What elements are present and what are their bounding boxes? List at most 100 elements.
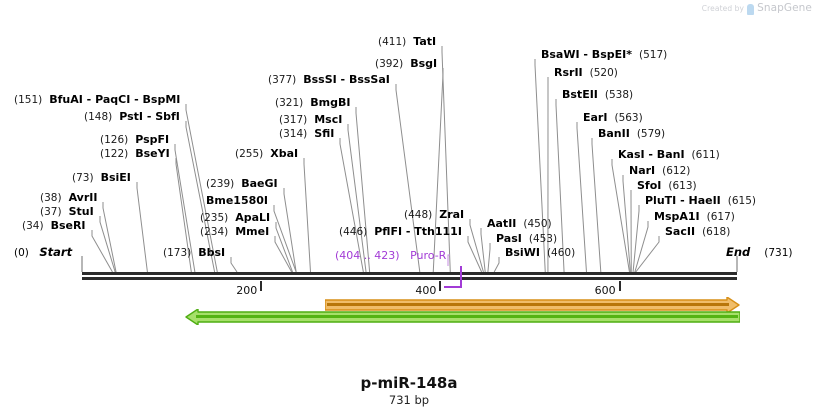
enzyme-site-label-pasi: PasI (453)	[496, 232, 557, 246]
enzyme-name-text: BaeGI	[241, 177, 278, 190]
enzyme-position-text: (563)	[614, 112, 643, 124]
enzyme-position-text: (151)	[14, 94, 43, 106]
terminal-end-label: End	[726, 245, 751, 259]
enzyme-name-text: BsgI	[410, 57, 438, 70]
enzyme-position-text: (37)	[40, 206, 62, 218]
enzyme-name-text: ApaLI	[235, 211, 271, 224]
enzyme-name-text: PluTI - HaeII	[645, 194, 721, 207]
enzyme-position-text: (613)	[668, 180, 697, 192]
snapgene-watermark: Created by SnapGene	[701, 2, 812, 15]
leader-line	[634, 221, 649, 273]
enzyme-position-text: (460)	[546, 247, 576, 259]
enzyme-position-text: (255)	[235, 148, 264, 160]
leader-line	[432, 68, 444, 273]
plasmid-backbone-line-top	[82, 272, 737, 275]
enzyme-site-label-avrii: (38) AvrII	[40, 192, 97, 205]
enzyme-site-label-tati: (411) TatI	[378, 35, 437, 49]
plasmid-length-label: 731 bp	[388, 393, 430, 407]
enzyme-site-label-bsiwi: BsiWI (460)	[505, 246, 576, 260]
leader-line	[591, 138, 602, 273]
leader-line	[441, 46, 451, 273]
enzyme-name-text: BbsI	[198, 246, 226, 259]
watermark-brand-text: SnapGene	[757, 2, 812, 14]
enzyme-name-text: PstI - SbfI	[119, 110, 180, 123]
enzyme-name-text: XbaI	[270, 147, 299, 160]
ruler-tick-label-400: 400	[415, 284, 437, 297]
enzyme-name-text: BsiEI	[100, 171, 131, 184]
leader-line	[99, 216, 116, 273]
enzyme-name-text: BsaWI - BspEI*	[541, 48, 632, 61]
enzyme-site-label-bseri: (34) BseRI	[22, 219, 86, 233]
feature-marker-puro-r	[444, 266, 462, 288]
leader-line	[283, 188, 297, 273]
leader-line	[395, 84, 421, 273]
enzyme-name-text: SfiI	[314, 127, 335, 140]
leader-line	[303, 158, 311, 273]
enzyme-site-label-psti: (148) PstI - SbfI	[84, 110, 180, 124]
enzyme-name-text: BsiWI	[505, 246, 540, 259]
green-feature-arrow	[185, 309, 740, 325]
enzyme-position-text: (392)	[375, 58, 404, 70]
orange-feature-arrow	[325, 297, 740, 313]
ruler-tick-600	[618, 281, 621, 291]
enzyme-site-label-msci: (317) MscI	[279, 113, 343, 127]
leader-line	[91, 230, 113, 273]
watermark-created-by-text: Created by	[701, 3, 745, 13]
leader-line	[102, 202, 117, 273]
enzyme-name-text: PasI	[496, 232, 522, 245]
enzyme-site-label-bbsi: (173) BbsI	[163, 246, 226, 260]
enzyme-site-label-pluti: PluTI - HaeII (615)	[645, 194, 756, 208]
enzyme-name-text: SfoI	[637, 179, 662, 192]
enzyme-name-text: StuI	[68, 205, 94, 218]
leader-line	[632, 205, 640, 273]
enzyme-site-label-banii: BanII (579)	[598, 127, 666, 141]
enzyme-name-text: Bme1580I	[206, 194, 269, 207]
enzyme-name-text: BanII	[598, 127, 630, 140]
plasmid-title: p-miR-148a	[360, 374, 458, 392]
enzyme-site-label-sacii: SacII (618)	[665, 225, 730, 239]
enzyme-site-label-zrai: (448) ZraI	[404, 209, 464, 222]
leader-line	[355, 107, 371, 273]
leader-line	[611, 159, 630, 273]
terminal-start-pos: (0)	[14, 247, 29, 259]
enzyme-site-label-baegi: (239) BaeGI	[206, 177, 278, 191]
enzyme-name-text: NarI	[629, 164, 656, 177]
leader-line	[467, 236, 483, 273]
enzyme-name-text: PflFI - Tth111I	[374, 225, 462, 238]
enzyme-position-text: (579)	[636, 128, 666, 140]
leader-line	[136, 182, 148, 273]
enzyme-site-label-stui: (37) StuI	[40, 205, 94, 219]
snapgene-logo-icon	[747, 3, 755, 15]
enzyme-name-text: TatI	[413, 35, 437, 48]
enzyme-site-label-kasi: KasI - BanI (611)	[618, 149, 720, 162]
leader-line	[274, 236, 293, 273]
leader-line	[635, 236, 660, 273]
enzyme-position-text: (377)	[268, 74, 297, 86]
enzyme-name-text: BssSI - BssSaI	[303, 73, 390, 86]
ruler-tick-label-600: 600	[594, 284, 616, 297]
enzyme-position-text: (411)	[378, 36, 407, 48]
feature-range-text: (404 .. 423)	[335, 249, 400, 262]
enzyme-name-text: BmgBI	[310, 96, 351, 109]
enzyme-name-text: SacII	[665, 225, 696, 238]
enzyme-position-text: (611)	[691, 149, 720, 161]
feature-leader-line	[447, 254, 450, 266]
enzyme-site-label-sfii: (314) SfiI	[279, 127, 335, 141]
terminal-start: (0) Start	[14, 245, 72, 259]
feature-label-puro-r: (404 .. 423) Puro-R	[335, 249, 446, 262]
ruler-tick-400	[439, 281, 442, 291]
enzyme-name-text: EarI	[583, 111, 608, 124]
feature-name-text: Puro-R	[410, 249, 447, 262]
enzyme-site-label-bsssi: (377) BssSI - BssSaI	[268, 73, 390, 87]
enzyme-site-label-pflfi: (446) PflFI - Tth111I	[339, 225, 462, 239]
terminal-end-pos: (731)	[764, 247, 793, 259]
enzyme-site-label-mmei: (234) MmeI	[200, 226, 269, 239]
enzyme-site-label-sfoi: SfoI (613)	[637, 179, 697, 193]
leader-line	[469, 219, 484, 273]
enzyme-position-text: (450)	[523, 218, 552, 230]
enzyme-name-text: MscI	[314, 113, 343, 126]
terminal-end: End (731)	[726, 245, 793, 259]
enzyme-name-text: BseRI	[50, 219, 86, 232]
enzyme-position-text: (321)	[275, 97, 304, 109]
